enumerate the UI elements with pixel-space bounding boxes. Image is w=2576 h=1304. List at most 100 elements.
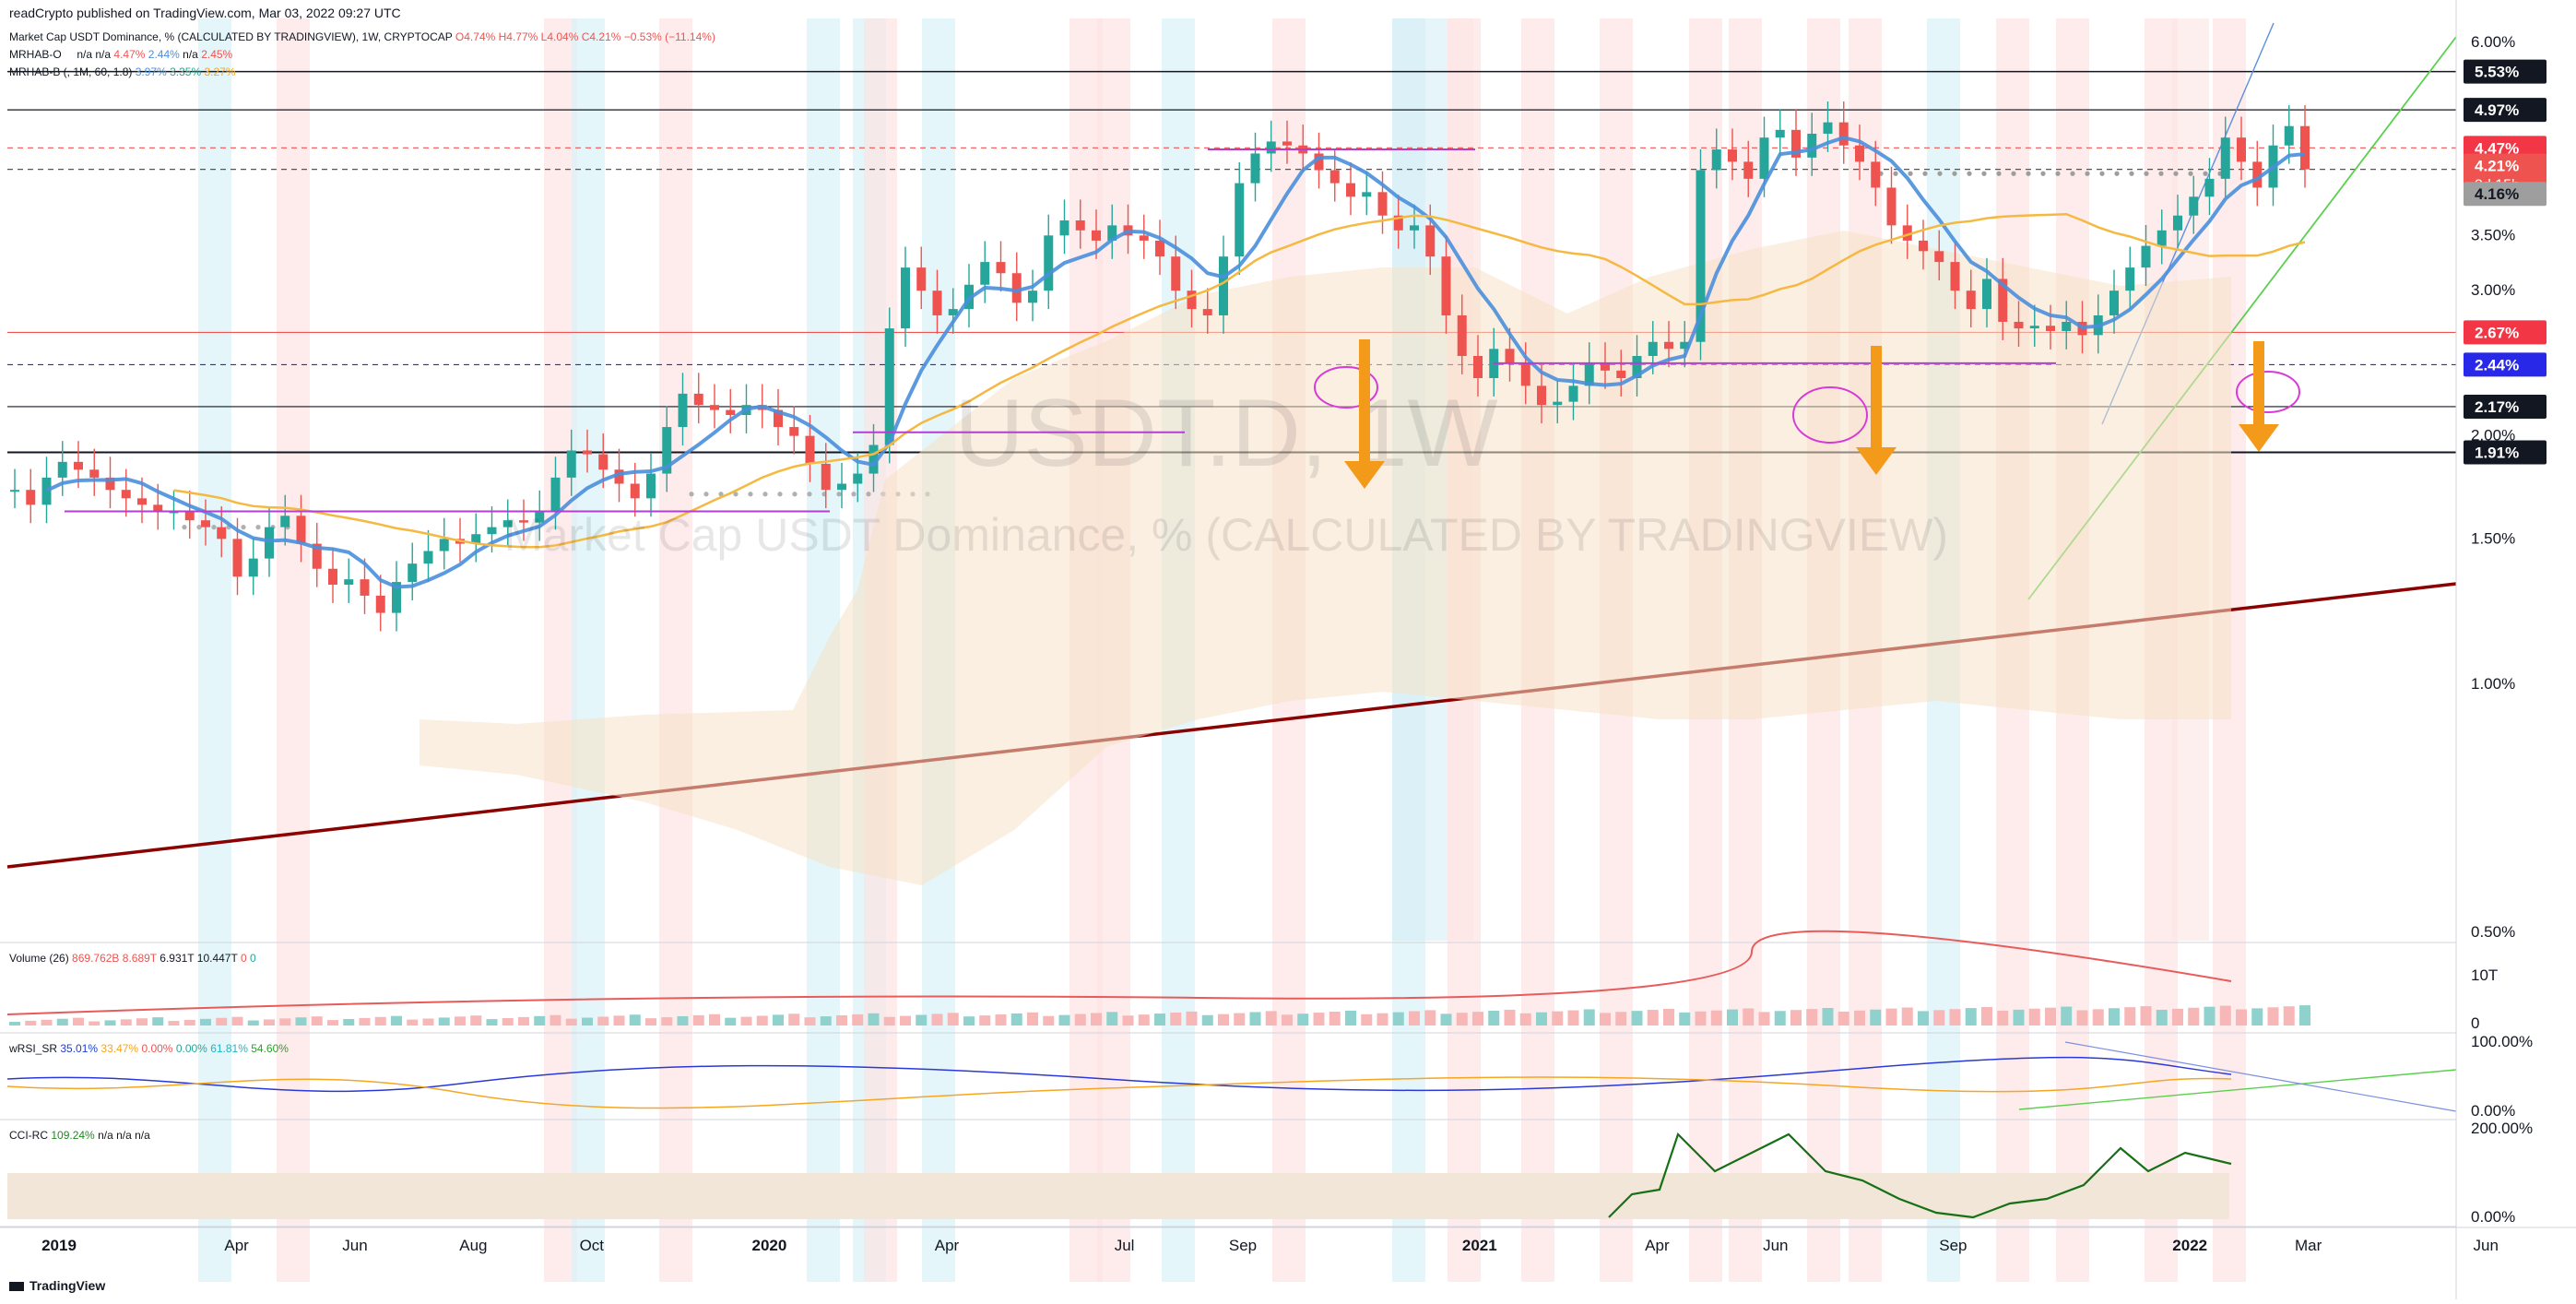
price-tag-label: 2.44% <box>2475 356 2519 373</box>
volume-bar <box>1806 1009 1818 1025</box>
dotted-level-marker <box>836 492 842 497</box>
indicator-1-name: MRHAB-O <box>9 48 62 61</box>
volume-bar <box>883 1016 895 1025</box>
time-axis-label: Sep <box>1939 1237 1967 1254</box>
candle-body <box>996 262 1006 274</box>
legend-indicator-1[interactable]: MRHAB-O n/a n/a 4.47% 2.44% n/a 2.45% <box>9 45 232 64</box>
volume-bar <box>1201 1014 1213 1025</box>
candle-body <box>2189 196 2199 216</box>
rsi-legend[interactable]: wRSI_SR 35.01% 33.47% 0.00% 0.00% 61.81%… <box>9 1039 289 1058</box>
volume-bar <box>1965 1008 1977 1025</box>
volume-bar <box>359 1017 371 1025</box>
volume-bar <box>1504 1009 1516 1025</box>
candle-body <box>2141 245 2151 268</box>
candle-body <box>2220 137 2230 179</box>
candle-body <box>471 534 481 544</box>
candle-body <box>1998 279 2008 322</box>
volume-bar <box>455 1016 466 1025</box>
candle-body <box>1759 137 1769 179</box>
volume-bar <box>1837 1011 1849 1025</box>
candle-body <box>869 445 879 474</box>
time-axis-label: Jul <box>1115 1237 1135 1254</box>
slow-moving-average <box>173 212 2306 549</box>
dotted-level-marker <box>1922 171 1928 176</box>
candle-body <box>1011 273 1022 303</box>
volume-bar <box>1790 1010 1802 1025</box>
candle-body <box>1505 349 1515 363</box>
volume-bar <box>1234 1013 1246 1025</box>
volume-bar <box>565 1018 577 1025</box>
dotted-level-marker <box>777 492 783 497</box>
tradingview-brand[interactable]: TradingView <box>9 1276 105 1295</box>
volume-bar <box>1138 1014 1150 1025</box>
price-axis-tick-label: 3.50% <box>2471 226 2515 243</box>
dotted-level-marker <box>2070 171 2075 176</box>
price-tag <box>2464 182 2546 207</box>
volume-bar <box>1043 1015 1055 1025</box>
volume-bar <box>1695 1011 1707 1025</box>
candle-body <box>789 427 799 436</box>
volume-bar <box>1122 1015 1134 1025</box>
volume-value: 0 <box>249 952 256 965</box>
price-tag-label: 1.91% <box>2475 445 2519 462</box>
price-tag <box>2464 59 2546 84</box>
volume-bar <box>470 1015 482 1025</box>
candle-body <box>774 409 783 428</box>
orange-arrow <box>1871 346 1882 449</box>
volume-bar <box>391 1015 402 1025</box>
legend-main-name: Market Cap USDT Dominance, % (CALCULATED… <box>9 30 453 43</box>
volume-bar <box>1027 1012 1038 1025</box>
volume-bar <box>216 1017 228 1025</box>
volume-bar <box>2045 1007 2056 1025</box>
volume-bar <box>1600 1013 1611 1025</box>
cci-value: 109.24% <box>51 1129 95 1142</box>
volume-bar <box>25 1020 37 1025</box>
volume-bar <box>1091 1013 1102 1025</box>
dotted-level-marker <box>792 492 798 497</box>
indicator-1-value: 4.47% <box>113 48 146 61</box>
candle-body <box>853 473 863 484</box>
volume-bar <box>2124 1007 2136 1025</box>
dotted-level-marker <box>1908 171 1913 176</box>
volume-bar <box>1663 1008 1674 1025</box>
volume-bar <box>979 1015 991 1025</box>
candle-body <box>1266 141 1276 154</box>
candle-body <box>344 579 354 586</box>
volume-bar <box>788 1014 800 1025</box>
volume-bar <box>2219 1005 2231 1025</box>
candle-body <box>1457 314 1467 356</box>
candle-body <box>1329 170 1340 184</box>
candle-body <box>948 309 958 315</box>
candle-body <box>1584 362 1594 386</box>
rsi-value: 33.47% <box>100 1042 139 1055</box>
legend-main[interactable]: Market Cap USDT Dominance, % (CALCULATED… <box>9 28 715 46</box>
candle-body <box>916 267 927 291</box>
candle-body <box>1743 161 1754 179</box>
dotted-level-marker <box>851 492 857 497</box>
volume-bar <box>1074 1014 1086 1025</box>
volume-bar <box>1901 1007 1913 1025</box>
volume-bar <box>836 1014 847 1025</box>
volume-bar <box>740 1016 752 1025</box>
volume-legend[interactable]: Volume (26) 869.762B 8.689T 6.931T 10.44… <box>9 949 256 967</box>
volume-bar <box>1583 1009 1595 1025</box>
candle-body <box>1139 235 1149 241</box>
volume-bar <box>1488 1011 1500 1025</box>
dotted-level-marker <box>1937 171 1943 176</box>
volume-bar <box>2267 1007 2279 1025</box>
dotted-level-marker <box>1996 171 2002 176</box>
dotted-level-marker <box>2114 171 2120 176</box>
cci-legend[interactable]: CCI-RC 109.24% n/a n/a n/a <box>9 1126 150 1144</box>
candle-body <box>1934 251 1944 263</box>
legend-indicator-2[interactable]: MRHAB-B (, 1M, 60, 1.8) 3.97% 3.35% 3.27… <box>9 63 236 81</box>
volume-bar <box>343 1018 355 1025</box>
candle-body <box>1601 362 1610 371</box>
volume-bar <box>1409 1011 1420 1025</box>
volume-bar <box>1997 1010 2009 1025</box>
rsi-trendline <box>2064 1041 2457 1112</box>
volume-bar <box>868 1013 880 1025</box>
rsi-line <box>6 1056 2232 1093</box>
volume-bar <box>1933 1010 1945 1025</box>
rsi-value: 0.00% <box>141 1042 173 1055</box>
